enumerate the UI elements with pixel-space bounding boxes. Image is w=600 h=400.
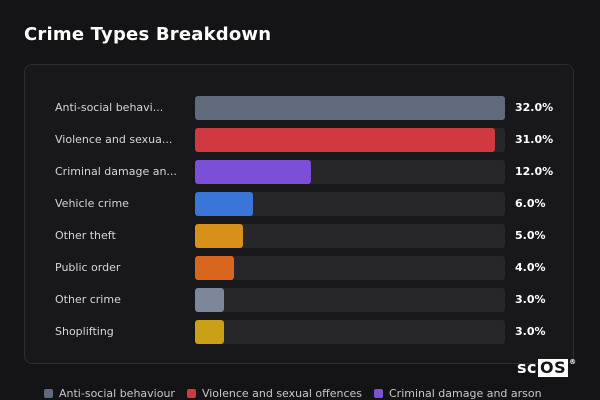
- legend-item[interactable]: Criminal damage and arson: [374, 386, 542, 400]
- bar-value-label: 4.0%: [515, 261, 546, 274]
- bar-category-label: Violence and sexua...: [55, 133, 173, 146]
- bar-row: Vehicle crime 6.0%: [25, 192, 575, 216]
- bar-fill[interactable]: [195, 96, 505, 120]
- legend-swatch: [44, 388, 53, 398]
- bar-track: [195, 128, 505, 152]
- bar-row: Anti-social behavi... 32.0%: [25, 96, 575, 120]
- bar-category-label: Shoplifting: [55, 325, 114, 338]
- bar-track: [195, 288, 505, 312]
- legend-swatch: [374, 388, 383, 398]
- bar-track: [195, 160, 505, 184]
- bar-fill[interactable]: [195, 160, 312, 184]
- bar-row: Shoplifting 3.0%: [25, 320, 575, 344]
- legend-item[interactable]: Violence and sexual offences: [186, 386, 362, 400]
- bar-track: [195, 96, 505, 120]
- bar-track: [195, 224, 505, 248]
- bar-track: [195, 320, 505, 344]
- bar-value-label: 3.0%: [515, 325, 546, 338]
- bar-fill[interactable]: [195, 192, 254, 216]
- bar-track: [195, 256, 505, 280]
- legend-swatch: [186, 388, 196, 398]
- legend-label: Anti-social behaviour: [59, 386, 175, 400]
- bar-category-label: Criminal damage an...: [55, 165, 177, 178]
- bar-value-label: 32.0%: [515, 101, 554, 114]
- bar-fill[interactable]: [195, 128, 496, 152]
- bar-row: Other crime 3.0%: [25, 288, 575, 312]
- bar-value-label: 3.0%: [515, 293, 546, 306]
- bar-fill[interactable]: [195, 320, 225, 344]
- chart-legend: Anti-social behaviour Violence and sexual…: [44, 386, 542, 400]
- bar-category-label: Other theft: [55, 229, 116, 242]
- bar-fill[interactable]: [195, 288, 225, 312]
- bar-value-label: 5.0%: [515, 229, 546, 242]
- bar-value-label: 6.0%: [515, 197, 546, 210]
- bar-category-label: Other crime: [55, 293, 121, 306]
- bar-fill[interactable]: [195, 224, 244, 248]
- legend-label: Criminal damage and arson: [389, 386, 542, 400]
- bar-row: Other theft 5.0%: [25, 224, 575, 248]
- bar-category-label: Public order: [55, 261, 121, 274]
- legend-item[interactable]: Anti-social behaviour: [44, 386, 175, 400]
- bar-category-label: Anti-social behavi...: [55, 101, 164, 114]
- bar-row: Public order 4.0%: [25, 256, 575, 280]
- scos-logo: sc OS ®: [517, 357, 577, 377]
- bar-value-label: 31.0%: [515, 133, 554, 146]
- chart-title: Crime Types Breakdown: [24, 24, 272, 45]
- bar-value-label: 12.0%: [515, 165, 554, 178]
- bar-category-label: Vehicle crime: [55, 197, 129, 210]
- chart-panel: Anti-social behavi... 32.0% Violence and s…: [24, 64, 574, 364]
- bar-fill[interactable]: [195, 256, 234, 280]
- bar-track: [195, 192, 505, 216]
- bar-row: Violence and sexua... 31.0%: [25, 128, 575, 152]
- bar-row: Criminal damage an... 12.0%: [25, 160, 575, 184]
- legend-label: Violence and sexual offences: [201, 386, 362, 400]
